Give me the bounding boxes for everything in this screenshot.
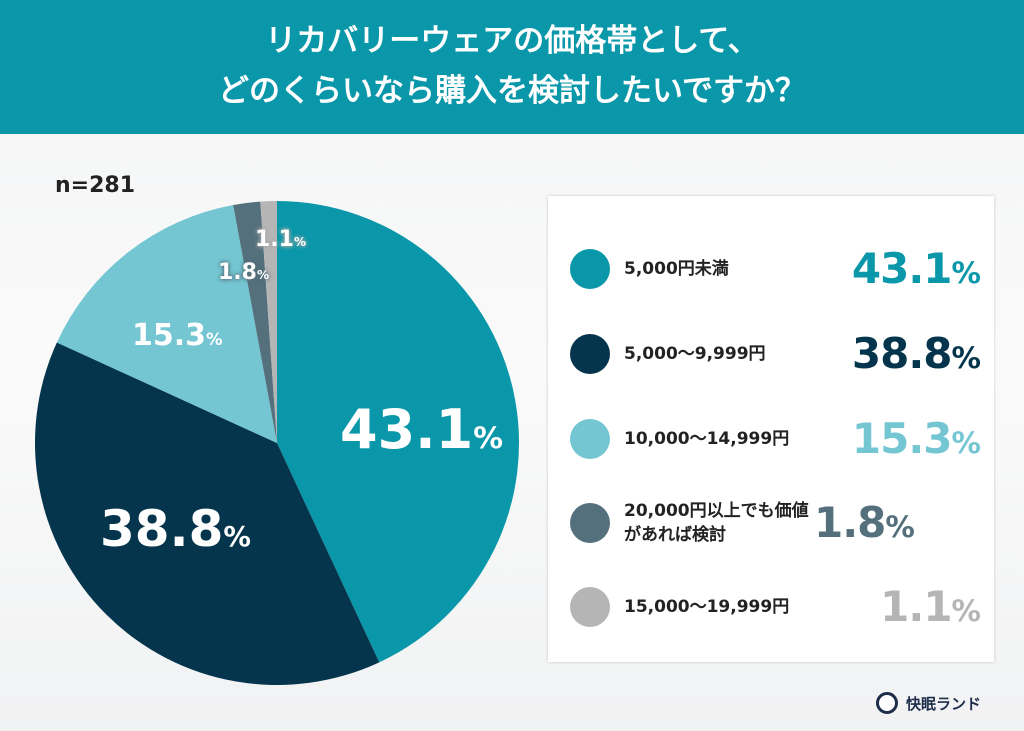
legend-swatch [570,586,610,627]
brand-name: 快眠ランド [906,694,982,713]
pie-label-4: 1.1% [255,227,307,252]
legend-item: 20,000円以上でも価値があれば検討 1.8% [570,498,980,547]
pie-label-1: 38.8% [100,500,251,558]
pie-slice [233,201,277,443]
pie-label-2: 15.3% [132,318,223,353]
brand-logo-icon [876,692,898,714]
legend-item: 5,000円未満 43.1% [570,244,981,293]
legend-item: 15,000〜19,999円 1.1% [570,582,981,631]
legend-swatch [570,502,610,543]
sample-size: n=281 [55,173,136,198]
legend-value: 15.3% [851,414,981,463]
legend-label: 15,000〜19,999円 [624,596,790,617]
legend-value: 43.1% [851,244,981,293]
pie-slice [277,201,519,663]
legend-value: 38.8% [851,329,981,378]
legend: 5,000円未満 43.1% 5,000〜9,999円 38.8% 10,000… [548,196,994,662]
legend-label: 5,000〜9,999円 [624,343,766,364]
legend-item: 10,000〜14,999円 15.3% [570,414,981,463]
legend-swatch [570,333,610,374]
pie-slice [35,342,380,685]
legend-value: 1.1% [880,582,981,631]
pie-label-3: 1.8% [218,260,270,285]
legend-label: 20,000円以上でも価値があれば検討 [624,500,809,545]
title-line-1: リカバリーウェアの価格帯として、 [265,23,759,59]
legend-label: 5,000円未満 [624,258,729,279]
pie-slice [56,204,278,443]
pie-label-0: 43.1% [340,398,503,461]
pie-slice [260,201,277,443]
legend-item: 5,000〜9,999円 38.8% [570,329,981,378]
title-line-2: どのくらいなら購入を検討したいですか？ [217,73,807,109]
legend-label: 10,000〜14,999円 [624,428,790,449]
legend-swatch [570,418,610,459]
legend-value: 1.8% [814,498,915,547]
brand: 快眠ランド [876,692,981,714]
chart-title: リカバリーウェアの価格帯として、 どのくらいなら購入を検討したいですか？ [0,0,1024,134]
legend-swatch [570,248,610,289]
